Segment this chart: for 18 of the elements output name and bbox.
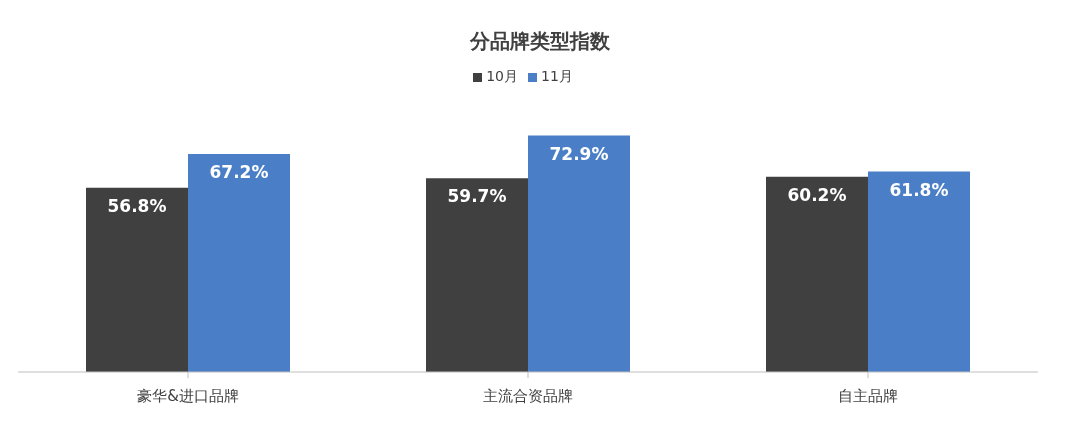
data-label: 61.8%: [889, 179, 949, 200]
bar: [86, 187, 188, 372]
x-tick-label: 自主品牌: [838, 386, 898, 405]
bar: [188, 153, 290, 372]
bar: [868, 171, 970, 372]
legend-label: 11月: [541, 68, 573, 84]
data-label: 56.8%: [107, 195, 167, 216]
bar: [766, 176, 868, 372]
bar: [426, 178, 528, 372]
data-label: 67.2%: [209, 162, 269, 183]
data-label: 72.9%: [549, 143, 609, 164]
bar: [528, 135, 630, 372]
x-tick-label: 豪华&进口品牌: [137, 386, 239, 405]
data-label: 59.7%: [447, 186, 507, 207]
x-tick-label: 主流合资品牌: [483, 386, 573, 405]
data-label: 60.2%: [787, 184, 847, 205]
chart-title: 分品牌类型指数: [469, 28, 611, 55]
legend-label: 10月: [486, 68, 518, 84]
